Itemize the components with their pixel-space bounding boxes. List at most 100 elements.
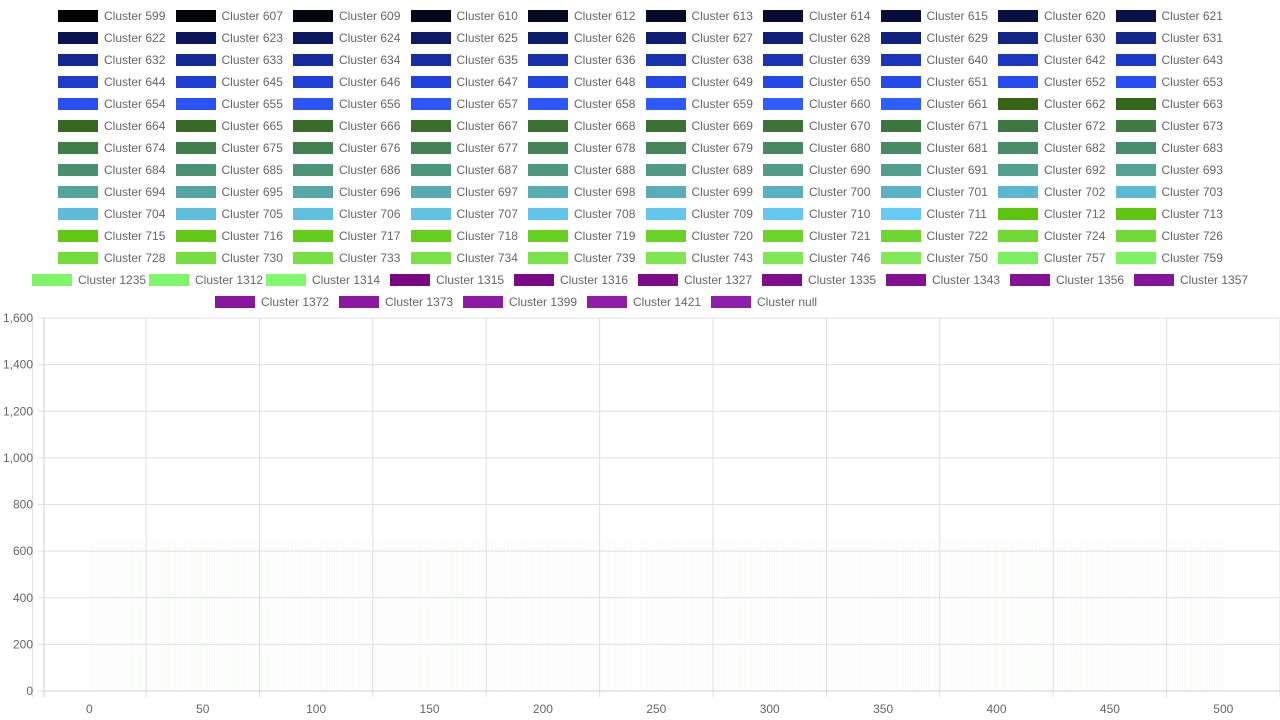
legend-item[interactable]: Cluster 733 [293,247,400,269]
legend-item[interactable]: Cluster 625 [410,27,518,49]
legend-item[interactable]: Cluster 681 [880,137,988,159]
legend-item[interactable]: Cluster 688 [528,159,635,181]
legend-item[interactable]: Cluster 639 [763,49,870,71]
legend-item[interactable]: Cluster 657 [410,93,518,115]
legend-item[interactable]: Cluster 621 [1115,5,1223,27]
legend-item[interactable]: Cluster 687 [410,159,518,181]
legend-item[interactable]: Cluster 614 [763,5,870,27]
legend-item[interactable]: Cluster 1343 [886,269,1000,291]
legend-item[interactable]: Cluster 1312 [149,269,263,291]
legend-item[interactable]: Cluster 1327 [638,269,752,291]
legend-item[interactable]: Cluster 647 [410,71,518,93]
legend-item[interactable]: Cluster 653 [1115,71,1223,93]
legend-item[interactable]: Cluster 691 [880,159,988,181]
legend-item[interactable]: Cluster 713 [1115,203,1223,225]
legend-item[interactable]: Cluster 702 [998,181,1105,203]
legend-item[interactable]: Cluster 728 [58,247,165,269]
legend-item[interactable]: Cluster 631 [1115,27,1223,49]
legend-item[interactable]: Cluster 759 [1115,247,1223,269]
legend-item[interactable]: Cluster 683 [1115,137,1223,159]
legend-item[interactable]: Cluster 612 [528,5,635,27]
legend-item[interactable]: Cluster 697 [410,181,518,203]
legend-item[interactable]: Cluster 699 [645,181,753,203]
legend-item[interactable]: Cluster 711 [880,203,987,225]
legend-item[interactable]: Cluster 684 [58,159,165,181]
legend-item[interactable]: Cluster 627 [645,27,753,49]
legend-item[interactable]: Cluster 673 [1115,115,1223,137]
legend-item[interactable]: Cluster 613 [645,5,753,27]
legend-item[interactable]: Cluster 716 [175,225,283,247]
legend-item[interactable]: Cluster 662 [998,93,1105,115]
legend-item[interactable]: Cluster 655 [175,93,283,115]
legend-item[interactable]: Cluster 710 [763,203,870,225]
legend-item[interactable]: Cluster 656 [293,93,400,115]
legend-item[interactable]: Cluster 676 [293,137,400,159]
legend-item[interactable]: Cluster 635 [410,49,518,71]
legend-item[interactable]: Cluster 1335 [762,269,876,291]
legend-item[interactable]: Cluster 706 [293,203,400,225]
legend-item[interactable]: Cluster 1373 [339,291,453,313]
legend-item[interactable]: Cluster 654 [58,93,165,115]
legend-item[interactable]: Cluster 726 [1115,225,1223,247]
legend-item[interactable]: Cluster 717 [293,225,400,247]
legend-item[interactable]: Cluster 630 [998,27,1105,49]
legend-item[interactable]: Cluster 698 [528,181,635,203]
legend-item[interactable]: Cluster 628 [763,27,870,49]
legend-item[interactable]: Cluster 644 [58,71,165,93]
legend-item[interactable]: Cluster 643 [1115,49,1223,71]
legend-item[interactable]: Cluster 599 [58,5,165,27]
legend-item[interactable]: Cluster 645 [175,71,283,93]
legend-item[interactable]: Cluster 1314 [266,269,380,291]
legend-item[interactable]: Cluster 1235 [32,269,146,291]
legend-item[interactable]: Cluster 632 [58,49,165,71]
legend-item[interactable]: Cluster 682 [998,137,1105,159]
legend-item[interactable]: Cluster 701 [880,181,988,203]
legend-item[interactable]: Cluster 750 [880,247,988,269]
legend-item[interactable]: Cluster 651 [880,71,988,93]
legend-item[interactable]: Cluster 609 [293,5,400,27]
legend-item[interactable]: Cluster 692 [998,159,1105,181]
legend-item[interactable]: Cluster 722 [880,225,988,247]
legend-item[interactable]: Cluster 739 [528,247,635,269]
legend-item[interactable]: Cluster 685 [175,159,283,181]
legend-item[interactable]: Cluster 678 [528,137,635,159]
legend-item[interactable]: Cluster 694 [58,181,165,203]
legend-item[interactable]: Cluster 734 [410,247,518,269]
legend-item[interactable]: Cluster 674 [58,137,165,159]
legend-item[interactable]: Cluster 693 [1115,159,1223,181]
legend-item[interactable]: Cluster 718 [410,225,518,247]
legend-item[interactable]: Cluster 708 [528,203,635,225]
legend-item[interactable]: Cluster 646 [293,71,400,93]
legend-item[interactable]: Cluster 743 [645,247,753,269]
legend-item[interactable]: Cluster 700 [763,181,870,203]
legend-item[interactable]: Cluster 649 [645,71,753,93]
legend-item[interactable]: Cluster 660 [763,93,870,115]
legend-item[interactable]: Cluster 680 [763,137,870,159]
legend-item[interactable]: Cluster 663 [1115,93,1223,115]
legend-item[interactable]: Cluster 721 [763,225,870,247]
legend-item[interactable]: Cluster 672 [998,115,1105,137]
legend-item[interactable]: Cluster 1399 [463,291,577,313]
legend-item[interactable]: Cluster 709 [645,203,753,225]
legend-item[interactable]: Cluster 634 [293,49,400,71]
legend-item[interactable]: Cluster 1421 [587,291,701,313]
legend-item[interactable]: Cluster 633 [175,49,283,71]
legend-item[interactable]: Cluster 671 [880,115,988,137]
legend-item[interactable]: Cluster 667 [410,115,518,137]
legend-item[interactable]: Cluster null [711,291,817,313]
legend-item[interactable]: Cluster 623 [175,27,283,49]
legend-item[interactable]: Cluster 626 [528,27,635,49]
legend-item[interactable]: Cluster 1315 [390,269,504,291]
legend-item[interactable]: Cluster 666 [293,115,400,137]
legend-item[interactable]: Cluster 669 [645,115,753,137]
legend-item[interactable]: Cluster 719 [528,225,635,247]
legend-item[interactable]: Cluster 629 [880,27,988,49]
legend-item[interactable]: Cluster 642 [998,49,1105,71]
legend-item[interactable]: Cluster 1372 [215,291,329,313]
legend-item[interactable]: Cluster 730 [175,247,283,269]
legend-item[interactable]: Cluster 707 [410,203,518,225]
legend-item[interactable]: Cluster 689 [645,159,753,181]
legend-item[interactable]: Cluster 686 [293,159,400,181]
legend-item[interactable]: Cluster 636 [528,49,635,71]
legend-item[interactable]: Cluster 670 [763,115,870,137]
